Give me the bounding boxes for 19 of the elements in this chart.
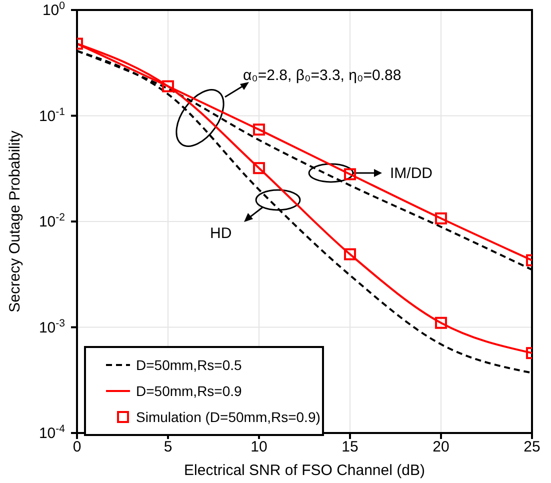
y-tick-label: 10$^{-4}$ [38, 423, 66, 442]
x-tick-label: 5 [164, 438, 172, 456]
annotation: IM/DD [390, 165, 433, 182]
x-axis-title: Electrical SNR of FSO Channel (dB) [184, 462, 425, 479]
y-tick-label: 10$^{0}$ [42, 0, 66, 19]
x-tick-label: 10 [250, 438, 268, 456]
legend-label: D=50mm,Rs=0.9 [136, 383, 242, 399]
annotation: α₀=2.8, β₀=3.3, η₀=0.88 [243, 67, 402, 84]
y-axis-title: Secrecy Outage Probability [6, 130, 24, 312]
y-tick-label: 10$^{-1}$ [38, 106, 66, 125]
y-tick-label: 10$^{-2}$ [38, 212, 66, 230]
x-tick-label: 20 [432, 438, 450, 456]
x-tick-label: 0 [72, 438, 82, 456]
y-tick-label: 10$^{-3}$ [38, 317, 66, 336]
x-tick-label: 15 [342, 438, 358, 456]
legend-label: D=50mm,Rs=0.5 [136, 357, 242, 373]
annotation: HD [210, 225, 232, 242]
x-tick-label: 25 [524, 438, 540, 456]
legend-label: Simulation (D=50mm,Rs=0.9) [136, 409, 320, 425]
